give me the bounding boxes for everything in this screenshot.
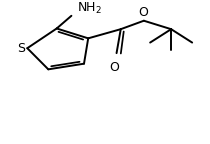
Text: O: O <box>138 6 148 19</box>
Text: S: S <box>17 42 25 55</box>
Text: NH$_2$: NH$_2$ <box>77 1 102 16</box>
Text: O: O <box>109 61 119 74</box>
